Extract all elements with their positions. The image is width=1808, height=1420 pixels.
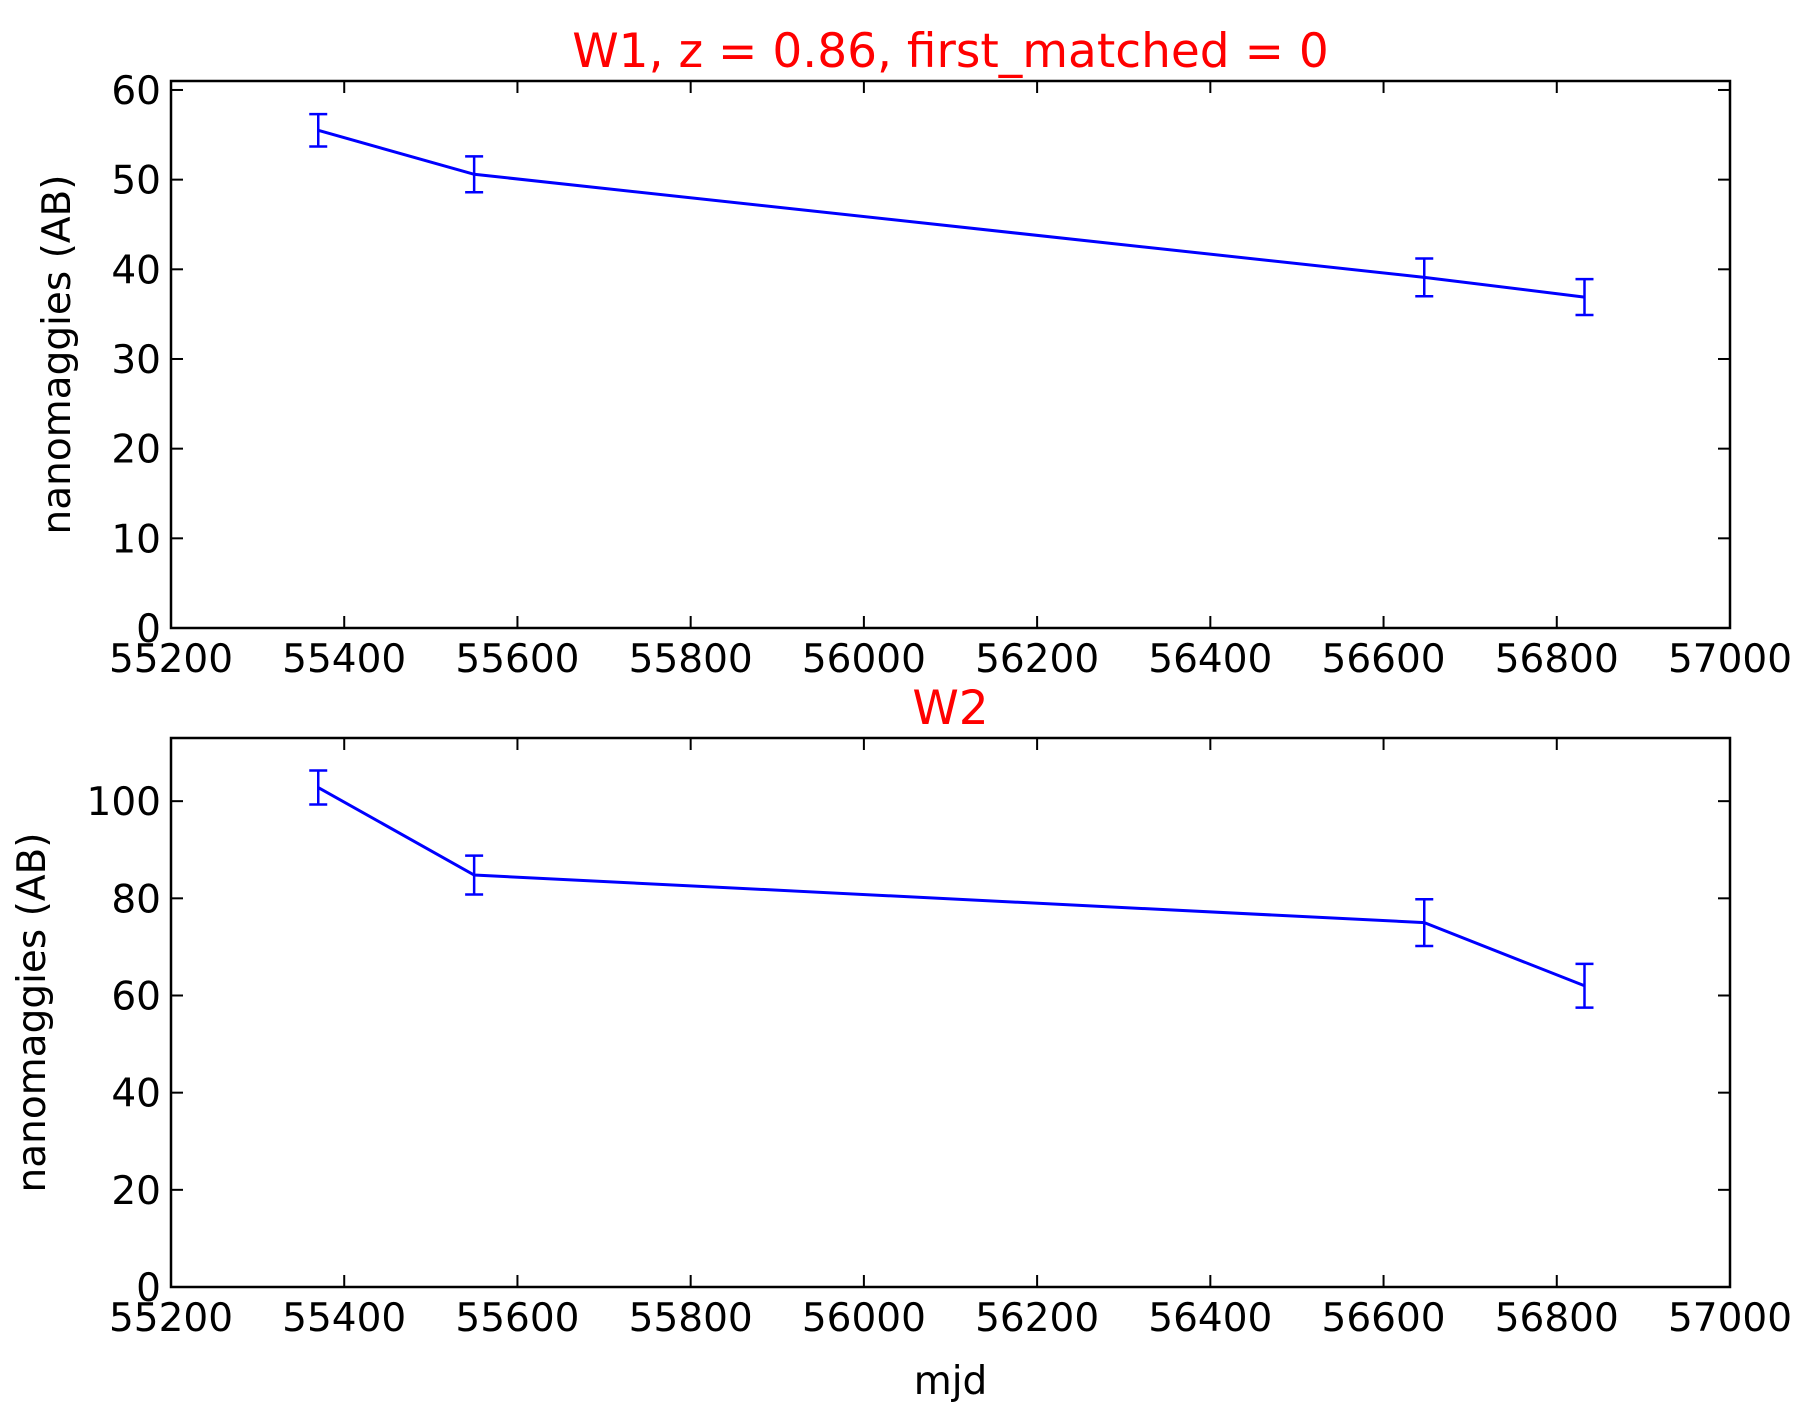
x-tick-label: 56000 bbox=[802, 637, 926, 682]
x-tick-label: 56400 bbox=[1148, 637, 1272, 682]
x-tick-label: 56200 bbox=[975, 637, 1099, 682]
x-tick-label: 56600 bbox=[1322, 1296, 1446, 1341]
error-bar bbox=[1575, 962, 1594, 1009]
x-axis-label: mjd bbox=[914, 1359, 988, 1404]
x-tick-label: 57000 bbox=[1668, 637, 1792, 682]
y-tick-label: 0 bbox=[136, 1266, 161, 1311]
y-tick-label: 0 bbox=[136, 607, 161, 652]
x-tick-label: 55800 bbox=[629, 1296, 753, 1341]
y-tick-label: 40 bbox=[111, 248, 161, 293]
error-bar bbox=[1415, 257, 1434, 298]
plot-frame bbox=[169, 736, 1732, 1289]
x-tick-label: 56800 bbox=[1495, 637, 1619, 682]
y-axis-label: nanomaggies (AB) bbox=[10, 832, 55, 1192]
error-bar bbox=[465, 854, 484, 896]
x-tick-label: 55400 bbox=[282, 1296, 406, 1341]
y-tick-label: 100 bbox=[87, 780, 161, 825]
x-tick-label: 55600 bbox=[455, 1296, 579, 1341]
y-tick-label: 20 bbox=[111, 1169, 161, 1214]
error-bar bbox=[1575, 277, 1594, 317]
x-tick-label: 56800 bbox=[1495, 1296, 1619, 1341]
x-tick-label: 55200 bbox=[109, 637, 233, 682]
plot-frame bbox=[169, 79, 1732, 630]
y-axis-label: nanomaggies (AB) bbox=[35, 174, 80, 534]
y-tick-label: 40 bbox=[111, 1072, 161, 1117]
chart-title: W1, z = 0.86, first_matched = 0 bbox=[572, 24, 1329, 79]
chart-title: W2 bbox=[912, 681, 988, 736]
panel-w2: 55200 55400 55600 55800 56000 56200 56400 56600… bbox=[10, 681, 1792, 1404]
x-tick-label: 56400 bbox=[1148, 1296, 1272, 1341]
series-line bbox=[317, 128, 1585, 299]
y-tick-label: 80 bbox=[111, 877, 161, 922]
y-tick-label: 60 bbox=[111, 69, 161, 114]
error-bar bbox=[1415, 898, 1434, 948]
x-tick-label: 55400 bbox=[282, 637, 406, 682]
x-tick-label: 55600 bbox=[455, 637, 579, 682]
panel-w1: 55200 55400 55600 55800 56000 56200 56400 56600… bbox=[35, 24, 1792, 682]
y-tick-label: 30 bbox=[111, 338, 161, 383]
error-bar bbox=[465, 155, 484, 194]
y-tick-label: 50 bbox=[111, 159, 161, 204]
y-tick-label: 20 bbox=[111, 428, 161, 473]
series-line bbox=[317, 786, 1586, 988]
y-tick-label: 10 bbox=[111, 517, 161, 562]
x-tick-label: 55200 bbox=[109, 1296, 233, 1341]
x-tick-label: 57000 bbox=[1668, 1296, 1792, 1341]
error-bar bbox=[309, 112, 328, 148]
error-bar bbox=[309, 769, 328, 806]
x-tick-label: 56200 bbox=[975, 1296, 1099, 1341]
x-tick-label: 56000 bbox=[802, 1296, 926, 1341]
y-tick-label: 60 bbox=[111, 974, 161, 1019]
x-tick-label: 56600 bbox=[1322, 637, 1446, 682]
x-tick-label: 55800 bbox=[629, 637, 753, 682]
